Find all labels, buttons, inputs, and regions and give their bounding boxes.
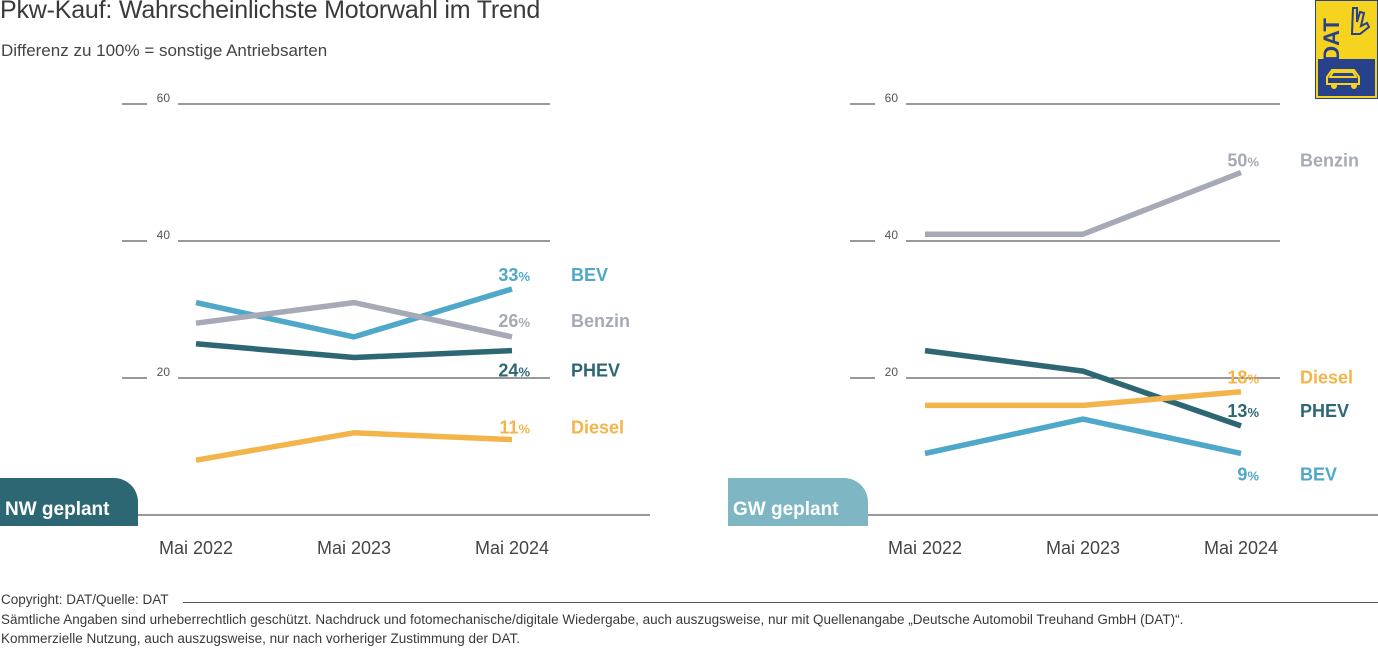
series-name-bev: BEV [1300, 464, 1337, 484]
chart-subtitle: Differenz zu 100% = sonstige Antriebsart… [1, 41, 328, 60]
y-tick-label: 40 [885, 228, 899, 242]
logo-hand-icon [1350, 7, 1371, 35]
data-label-bev: 9% [1237, 464, 1259, 484]
logo-text: DAT [1319, 18, 1344, 62]
legal-line-2: Kommerzielle Nutzung, auch auszugsweise,… [1, 631, 520, 646]
x-tick-label: Mai 2024 [1204, 538, 1278, 558]
data-label-pct: % [1247, 155, 1259, 170]
car-icon [1326, 69, 1360, 85]
series-line-phev [924, 347, 1242, 429]
data-label-phev: 24% [498, 361, 530, 381]
footer-divider [183, 602, 1378, 603]
series-line-diesel [925, 388, 1242, 409]
chart-title: Pkw-Kauf: Wahrscheinlichste Motorwahl im… [0, 0, 541, 24]
data-label-value: 50 [1227, 151, 1247, 171]
data-label-value: 13 [1227, 401, 1247, 421]
data-label-value: 33 [498, 265, 518, 285]
panel-label: NW geplant [5, 499, 110, 520]
series-name-phev: PHEV [1300, 401, 1349, 421]
panel-label: GW geplant [733, 499, 839, 520]
series-name-benzin: Benzin [1300, 151, 1359, 171]
series-name-phev: PHEV [571, 361, 620, 381]
car-wheel-icon [1331, 83, 1337, 89]
data-label-pct: % [1247, 372, 1259, 387]
data-label-pct: % [1247, 468, 1259, 483]
y-tick-label: 40 [157, 228, 171, 242]
panel-tab [0, 478, 138, 526]
car-wheel-icon [1351, 83, 1357, 89]
footer: Copyright: DAT/Quelle: DAT Sämtliche Ang… [1, 590, 1183, 649]
x-tick-label: Mai 2023 [1046, 538, 1120, 558]
x-tick-label: Mai 2024 [475, 538, 549, 558]
series-name-benzin: Benzin [571, 311, 630, 331]
data-label-bev: 33% [498, 265, 530, 285]
y-tick-label: 20 [885, 365, 899, 379]
dat-logo: DAT [1315, 0, 1378, 99]
data-label-pct: % [518, 365, 530, 380]
series-name-diesel: Diesel [1300, 368, 1353, 388]
chart-nw-geplant: 20 40 60 NW geplant Mai 2022 Mai 2023 Mai 2024… [0, 91, 650, 558]
chart-gw-geplant: 20 40 60 GW geplant Mai 2022 Mai 2023 Mai 2024… [728, 91, 1378, 558]
data-label-pct: % [518, 315, 530, 330]
data-label-benzin: 26% [498, 311, 530, 331]
data-label-diesel: 18% [1227, 368, 1259, 388]
data-label-pct: % [518, 269, 530, 284]
legal-line-1: Sämtliche Angaben sind urheberrechtlich … [1, 611, 1184, 627]
data-label-pct: % [518, 422, 530, 437]
x-tick-label: Mai 2023 [317, 538, 391, 558]
x-tick-label: Mai 2022 [159, 538, 233, 558]
data-label-pct: % [1247, 405, 1259, 420]
data-label-diesel: 11% [499, 418, 530, 438]
copyright-text: Copyright: DAT/Quelle: DAT [1, 592, 169, 607]
data-label-value: 26 [498, 311, 518, 331]
series-name-diesel: Diesel [571, 418, 624, 438]
y-tick-label: 20 [157, 365, 171, 379]
data-label-benzin: 50% [1227, 151, 1259, 171]
y-tick-label: 60 [157, 91, 171, 105]
series-name-bev: BEV [571, 265, 608, 285]
data-label-value: 11 [499, 418, 518, 438]
y-tick-label: 60 [885, 91, 899, 105]
series-line-bev [924, 416, 1242, 457]
data-label-value: 9 [1237, 464, 1247, 484]
data-label-phev: 13% [1227, 401, 1259, 421]
x-tick-label: Mai 2022 [888, 538, 962, 558]
series-line-benzin [925, 169, 1243, 237]
data-label-value: 24 [498, 361, 518, 381]
panel-tab [728, 478, 868, 526]
data-label-value: 18 [1227, 368, 1247, 388]
